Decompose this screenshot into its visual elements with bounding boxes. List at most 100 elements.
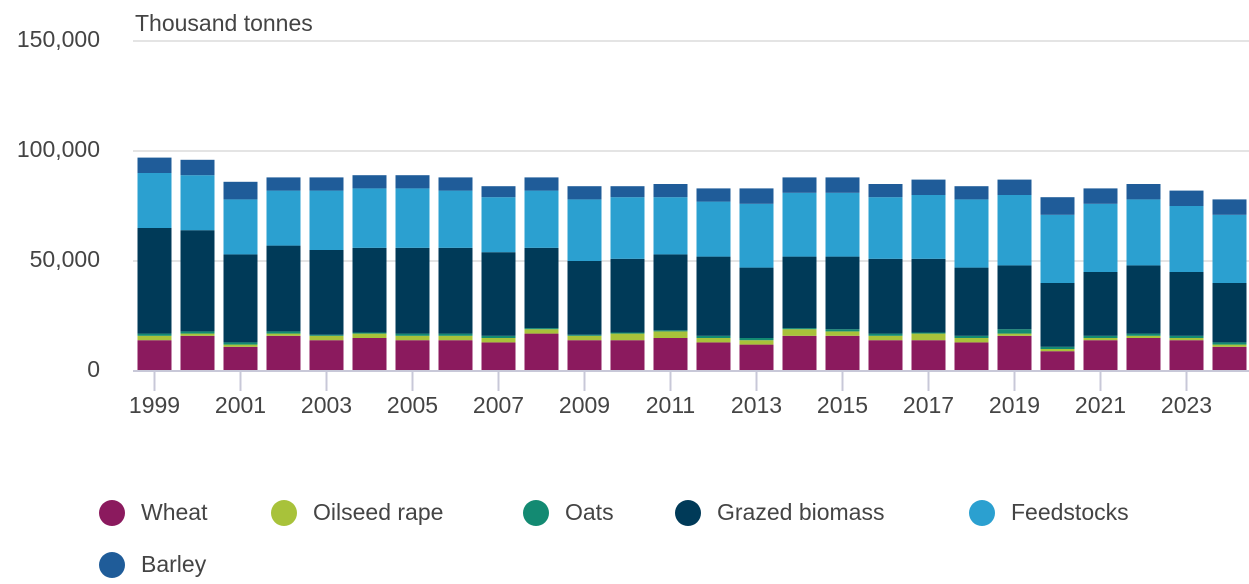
bar-segment <box>868 184 903 198</box>
bar-segment <box>395 188 430 248</box>
bar-segment <box>954 335 989 338</box>
x-tick-label: 2019 <box>989 392 1040 418</box>
bar-segment <box>1083 335 1118 338</box>
legend-label: Wheat <box>141 499 208 525</box>
bar-segment <box>825 177 860 193</box>
bar-segment <box>1169 338 1204 341</box>
bar-segment <box>825 335 860 371</box>
bar-segment <box>653 184 688 198</box>
bar-segment <box>696 338 731 343</box>
legend-swatch <box>969 500 995 526</box>
bar-segment <box>1212 199 1247 215</box>
bar-segment <box>395 340 430 371</box>
bar-segment <box>438 333 473 336</box>
bar-segment <box>524 333 559 371</box>
bar-segment <box>911 179 946 195</box>
bar-segment <box>137 340 172 371</box>
bar-segment <box>352 333 387 338</box>
bar-segment <box>954 186 989 200</box>
bar-segment <box>223 344 258 347</box>
bar-segment <box>137 173 172 228</box>
bar-segment <box>997 195 1032 266</box>
bar-segment <box>524 177 559 191</box>
y-tick-label: 50,000 <box>30 246 100 272</box>
bar-segment <box>782 335 817 371</box>
bar-segment <box>696 201 731 257</box>
legend-swatch <box>271 500 297 526</box>
bar-segment <box>223 342 258 345</box>
bar-segment <box>309 334 344 336</box>
bar-segment <box>524 190 559 248</box>
bar-segment <box>266 333 301 336</box>
bar-segment <box>395 247 430 334</box>
y-axis-label: Thousand tonnes <box>135 10 313 36</box>
bar-segment <box>1083 272 1118 336</box>
bar-segment <box>1126 199 1161 266</box>
legend-label: Feedstocks <box>1011 499 1129 525</box>
bar-segment <box>567 261 602 335</box>
bar-segment <box>1040 351 1075 371</box>
bar-segment <box>868 333 903 336</box>
bar-segment <box>1212 344 1247 347</box>
bar-segment <box>653 254 688 331</box>
bar-segment <box>223 254 258 343</box>
bar-segment <box>567 186 602 200</box>
bar-segment <box>1212 214 1247 283</box>
bar-segment <box>180 333 215 336</box>
bar-segment <box>1169 190 1204 206</box>
bar-segment <box>868 197 903 259</box>
bar-segment <box>309 177 344 191</box>
bar-segment <box>739 338 774 341</box>
bar-segment <box>997 333 1032 336</box>
bar-segment <box>1083 340 1118 371</box>
bar-segment <box>1169 335 1204 338</box>
bar-segment <box>309 190 344 250</box>
bar-segment <box>309 250 344 335</box>
bar-segment <box>653 330 688 332</box>
bar-segment <box>782 328 817 330</box>
bar-segment <box>266 190 301 246</box>
bar-segment <box>868 258 903 334</box>
bar-segment <box>653 197 688 255</box>
bar-segment <box>481 186 516 198</box>
bar-segment <box>481 342 516 371</box>
bar-segment <box>1040 197 1075 215</box>
bar-segment <box>825 256 860 330</box>
bar-segment <box>954 342 989 371</box>
bar-segment <box>1126 338 1161 371</box>
bar-segment <box>653 331 688 338</box>
bar-segment <box>911 332 946 334</box>
bar-segment <box>782 192 817 257</box>
bar-segment <box>610 197 645 259</box>
y-tick-label: 100,000 <box>17 136 100 162</box>
x-tick-label: 2005 <box>387 392 438 418</box>
bar-segment <box>180 175 215 231</box>
x-tick-label: 2007 <box>473 392 524 418</box>
bar-segment <box>137 228 172 334</box>
legend-label: Oats <box>565 499 614 525</box>
x-tick-label: 2013 <box>731 392 782 418</box>
legend-swatch <box>675 500 701 526</box>
x-tick-label: 2015 <box>817 392 868 418</box>
bar-segment <box>266 245 301 332</box>
x-tick-label: 2017 <box>903 392 954 418</box>
y-tick-label: 0 <box>87 356 100 382</box>
bar-segment <box>739 340 774 345</box>
x-tick-label: 2023 <box>1161 392 1212 418</box>
bar-segment <box>180 335 215 371</box>
bar-segment <box>1040 349 1075 352</box>
x-tick-label: 2003 <box>301 392 352 418</box>
bar-segment <box>1126 333 1161 336</box>
bar-segment <box>997 265 1032 330</box>
bar-segment <box>352 332 387 334</box>
bar-segment <box>524 329 559 334</box>
bar-segment <box>180 331 215 334</box>
bar-segment <box>524 247 559 329</box>
bar-segment <box>825 329 860 332</box>
bar-segment <box>395 175 430 189</box>
x-tick-label: 1999 <box>129 392 180 418</box>
bar-segment <box>1212 342 1247 345</box>
bar-segment <box>739 203 774 268</box>
bar-segment <box>1169 272 1204 336</box>
